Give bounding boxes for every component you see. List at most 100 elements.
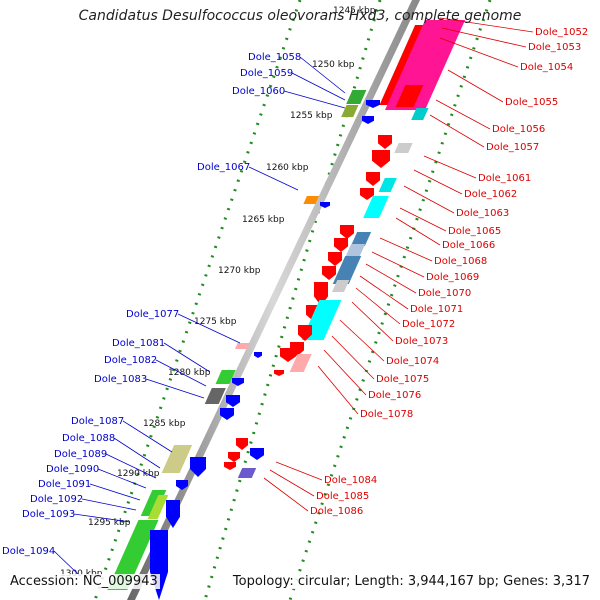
leader-line	[339, 319, 385, 362]
gene-features	[107, 20, 466, 600]
leader-line	[97, 468, 147, 489]
reverse-gene-labels: Dole_1052 Dole_1053 Dole_1054 Dole_1055 Dole…	[263, 17, 588, 517]
leader-line	[53, 550, 81, 577]
gene-label[interactable]: Dole_1053	[528, 42, 581, 53]
gene-feature	[345, 244, 366, 256]
gene-label[interactable]: Dole_1081	[112, 338, 165, 349]
leader-line	[371, 251, 425, 278]
tick-label: 1295 kbp	[88, 518, 131, 528]
gene-label[interactable]: Dole_1082	[104, 355, 157, 366]
gene-label[interactable]: Dole_1088	[62, 433, 115, 444]
gene-arrow	[220, 408, 234, 420]
gene-arrow	[322, 266, 336, 280]
gene-label[interactable]: Dole_1094	[2, 546, 55, 557]
gene-feature	[394, 143, 413, 153]
gene-label[interactable]: Dole_1091	[38, 479, 91, 490]
gene-label[interactable]: Dole_1067	[197, 162, 250, 173]
gene-feature	[303, 196, 319, 204]
gene-label[interactable]: Dole_1085	[316, 491, 369, 502]
gene-feature	[215, 370, 236, 384]
leader-line	[299, 56, 346, 94]
gene-arrow	[226, 395, 240, 407]
gene-label[interactable]: Dole_1093	[22, 509, 75, 520]
gene-label[interactable]: Dole_1057	[486, 142, 539, 153]
outer-tick-track	[203, 0, 382, 600]
gene-arrow	[232, 378, 244, 386]
gene-label[interactable]: Dole_1068	[434, 256, 487, 267]
leader-line	[283, 90, 346, 109]
gene-label[interactable]: Dole_1065	[448, 226, 501, 237]
leader-line	[248, 166, 299, 191]
tick-label: 1260 kbp	[266, 163, 309, 173]
gene-arrow	[224, 462, 236, 470]
map-title: Candidatus Desulfococcus oleovorans Hxd3…	[78, 8, 522, 24]
gene-label[interactable]: Dole_1062	[464, 189, 517, 200]
gene-label[interactable]: Dole_1072	[402, 319, 455, 330]
leader-line	[291, 72, 346, 101]
gene-arrow	[236, 438, 248, 450]
leader-line	[81, 498, 137, 511]
tick-label: 1265 kbp	[242, 215, 285, 225]
gene-label[interactable]: Dole_1059	[240, 68, 293, 79]
tick-label: 1280 kbp	[168, 368, 211, 378]
gene-label[interactable]: Dole_1077	[126, 309, 179, 320]
gene-feature	[147, 495, 169, 519]
gene-label[interactable]: Dole_1070	[418, 288, 471, 299]
gene-label[interactable]: Dole_1060	[232, 86, 285, 97]
leader-line	[351, 301, 394, 342]
gene-label[interactable]: Dole_1056	[492, 124, 545, 135]
gene-label[interactable]: Dole_1061	[478, 173, 531, 184]
gene-arrow	[372, 150, 390, 168]
gene-arrow	[190, 457, 206, 477]
gene-arrow	[360, 188, 374, 200]
gene-label[interactable]: Dole_1071	[410, 304, 463, 315]
gene-label[interactable]: Dole_1073	[395, 336, 448, 347]
gene-feature	[363, 196, 389, 218]
leader-line	[331, 335, 375, 380]
gene-arrow	[320, 202, 330, 208]
gene-feature	[331, 280, 350, 292]
accession-text: Accession: NC_009943	[8, 574, 160, 589]
leader-line	[89, 483, 141, 501]
gene-label[interactable]: Dole_1075	[376, 374, 429, 385]
gene-feature	[161, 445, 193, 473]
genome-summary-text: Topology: circular; Length: 3,944,167 bp…	[230, 574, 592, 589]
gene-label[interactable]: Dole_1074	[386, 356, 439, 367]
gene-label[interactable]: Dole_1058	[248, 52, 301, 63]
gene-label[interactable]: Dole_1087	[71, 416, 124, 427]
gene-arrow	[274, 370, 284, 376]
leader-line	[365, 263, 417, 294]
gene-label[interactable]: Dole_1066	[442, 240, 495, 251]
leader-line	[359, 275, 409, 310]
leader-line	[73, 513, 131, 523]
leader-line	[263, 477, 309, 512]
gene-label[interactable]: Dole_1090	[46, 464, 99, 475]
gene-arrow	[254, 352, 262, 358]
leader-line	[155, 359, 207, 387]
gene-label[interactable]: Dole_1069	[426, 272, 479, 283]
leader-line	[269, 469, 315, 497]
tick-labels: 1245 kbp 1250 kbp 1255 kbp 1260 kbp 1265 kbp…	[60, 6, 376, 579]
gene-label[interactable]: Dole_1078	[360, 409, 413, 420]
gene-feature	[107, 520, 159, 590]
gene-label[interactable]: Dole_1063	[456, 208, 509, 219]
gene-label[interactable]: Dole_1084	[324, 475, 377, 486]
gene-label[interactable]: Dole_1083	[94, 374, 147, 385]
gene-feature	[332, 256, 362, 284]
leader-line	[323, 349, 367, 396]
leader-line	[435, 99, 491, 130]
gene-label[interactable]: Dole_1086	[310, 506, 363, 517]
leader-line	[275, 461, 323, 481]
gene-label[interactable]: Dole_1076	[368, 390, 421, 401]
gene-label[interactable]: Dole_1055	[505, 97, 558, 108]
gene-feature	[346, 90, 367, 104]
leader-line	[447, 69, 504, 103]
gene-feature	[234, 343, 250, 349]
leader-line	[441, 27, 527, 48]
gene-label[interactable]: Dole_1052	[535, 27, 588, 38]
gene-label[interactable]: Dole_1092	[30, 494, 83, 505]
leader-line	[395, 217, 441, 246]
gene-label[interactable]: Dole_1089	[54, 449, 107, 460]
tick-label: 1250 kbp	[312, 60, 355, 70]
gene-label[interactable]: Dole_1054	[520, 62, 573, 73]
